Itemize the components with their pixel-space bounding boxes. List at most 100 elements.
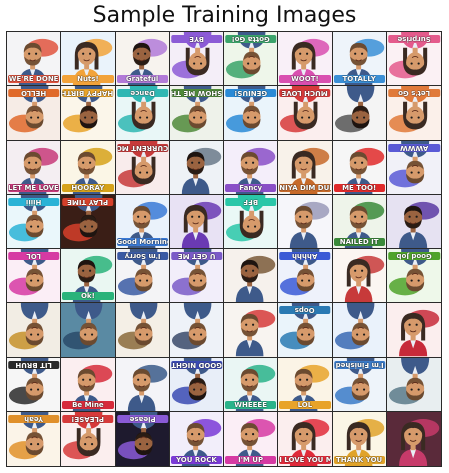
sample-image: I'M UP: [224, 411, 279, 466]
sample-image: ME TOO!: [332, 140, 387, 195]
sample-image: [169, 140, 224, 195]
avatar-sticker: [63, 303, 103, 350]
sticker-caption: LOL: [8, 252, 60, 260]
avatar-sticker: [398, 418, 439, 466]
sample-image: YOU ROCK: [169, 411, 224, 466]
sample-image: HELLO: [7, 86, 62, 141]
sample-image: SHOW ME THE MONEY: [169, 86, 224, 141]
sample-image: BYE: [169, 32, 224, 87]
sticker-caption: WHEEEE: [225, 400, 277, 409]
sticker-caption: I'm Finished: [333, 360, 385, 369]
sample-image: [386, 357, 441, 412]
sample-image: Fancy: [224, 140, 279, 195]
sample-image: [224, 303, 279, 358]
sample-image: [115, 303, 170, 358]
avatar-sticker: [171, 303, 212, 350]
avatar-sticker: [181, 147, 222, 194]
sticker-caption: I'm Sorry: [116, 252, 168, 260]
sample-image: U GET ME: [169, 249, 224, 304]
sticker-caption: BFF: [225, 197, 277, 206]
sample-image: PLAY TIME: [61, 194, 116, 249]
sticker-caption: Be Mine: [62, 400, 114, 409]
avatar-sticker: [171, 357, 212, 404]
sample-image: TOTALLY: [332, 32, 387, 87]
sample-image: CURRENT MOOD: [115, 140, 170, 195]
figure-title: Sample Training Images: [92, 3, 357, 28]
sample-image: GOOD NIGHT: [169, 357, 224, 412]
sample-image: MUCH LOVE: [278, 86, 333, 141]
sample-image: [115, 357, 170, 412]
sample-image: Let's Go: [386, 86, 441, 141]
sticker-caption: PLAY TIME: [62, 197, 114, 206]
sample-image: Surprise: [386, 32, 441, 87]
sticker-caption: Hiiii: [8, 197, 60, 206]
sticker-caption: HELLO: [8, 89, 60, 98]
sample-image: THANK YOU: [332, 411, 387, 466]
sticker-caption: I'M UP: [225, 456, 277, 464]
sample-image: I'm Finished: [332, 357, 387, 412]
sample-image: NIYA DIM DUN: [278, 140, 333, 195]
sample-image: I LOVE YOU MORE: [278, 411, 333, 466]
sample-image: [386, 194, 441, 249]
sample-image: BFF: [224, 194, 279, 249]
avatar-sticker: [290, 201, 330, 248]
sample-image: [61, 303, 116, 358]
sticker-caption: LET ME LOVE YOU: [8, 183, 60, 192]
avatar-sticker: [388, 357, 429, 404]
sample-image: HOORAY: [61, 140, 116, 195]
sample-image: Grateful: [115, 32, 170, 87]
sample-image: [386, 411, 441, 466]
sticker-caption: U GET ME: [170, 252, 222, 260]
sticker-caption: BYE: [170, 35, 222, 43]
sticker-caption: Gotta Go!: [225, 35, 277, 43]
avatar-sticker: [117, 303, 157, 350]
sample-image: GENIUS!: [224, 86, 279, 141]
sample-image: [278, 194, 333, 249]
sticker-caption: WE'RE DONE: [8, 75, 60, 84]
sample-image: Please: [115, 411, 170, 466]
avatar-sticker: [388, 32, 429, 79]
sample-image: Ahhhh: [278, 249, 333, 304]
sticker-caption: THANK YOU: [333, 456, 385, 464]
avatar-sticker: [127, 364, 167, 411]
sticker-caption: ME TOO!: [333, 183, 385, 192]
avatar-sticker: [334, 86, 374, 133]
sample-image: [332, 249, 387, 304]
sticker-caption: Good Morning: [116, 238, 168, 246]
sticker-caption: Yeah: [8, 414, 60, 423]
sample-image: I'm Sorry: [115, 249, 170, 304]
sample-image: Be Mine: [61, 357, 116, 412]
sample-image: WHEEEE: [224, 357, 279, 412]
sample-image: WOOT!: [278, 32, 333, 87]
sticker-caption: GOOD NIGHT: [170, 360, 222, 369]
sample-image: [169, 194, 224, 249]
sample-image: Dance: [115, 86, 170, 141]
sticker-caption: PLEASE!: [62, 414, 114, 423]
sticker-caption: Ahhhh: [279, 252, 331, 260]
image-grid: WE'RE DONE Nuts! Grateful BYE Gotta Go! WOOT!…: [6, 31, 442, 467]
avatar-sticker: [398, 310, 439, 357]
avatar-sticker: [171, 86, 212, 133]
sticker-caption: Please: [116, 414, 168, 423]
sample-image: AWWW: [386, 140, 441, 195]
sticker-caption: Fancy: [225, 183, 277, 192]
sample-image: NAILED IT: [332, 194, 387, 249]
sticker-caption: LIT BRUH: [8, 360, 60, 369]
sample-image: LOL: [7, 249, 62, 304]
sticker-caption: I LOVE YOU MORE: [279, 456, 331, 464]
avatar-sticker: [334, 303, 374, 350]
sample-image: Yeah: [7, 411, 62, 466]
sample-image: LOL: [278, 357, 333, 412]
sticker-caption: Oops: [279, 306, 331, 315]
sticker-caption: Good Job: [387, 252, 440, 260]
avatar-sticker: [344, 255, 384, 303]
sticker-caption: Dance: [116, 89, 168, 98]
sample-image: Ok!: [61, 249, 116, 304]
sample-image: PLEASE!: [61, 411, 116, 466]
avatar-sticker: [181, 201, 222, 248]
sample-image: LIT BRUH: [7, 357, 62, 412]
avatar-sticker: [398, 201, 439, 248]
sample-image: HAPPY BIRTHDAY: [61, 86, 116, 141]
sample-image: Oops: [278, 303, 333, 358]
avatar-sticker: [8, 303, 49, 350]
